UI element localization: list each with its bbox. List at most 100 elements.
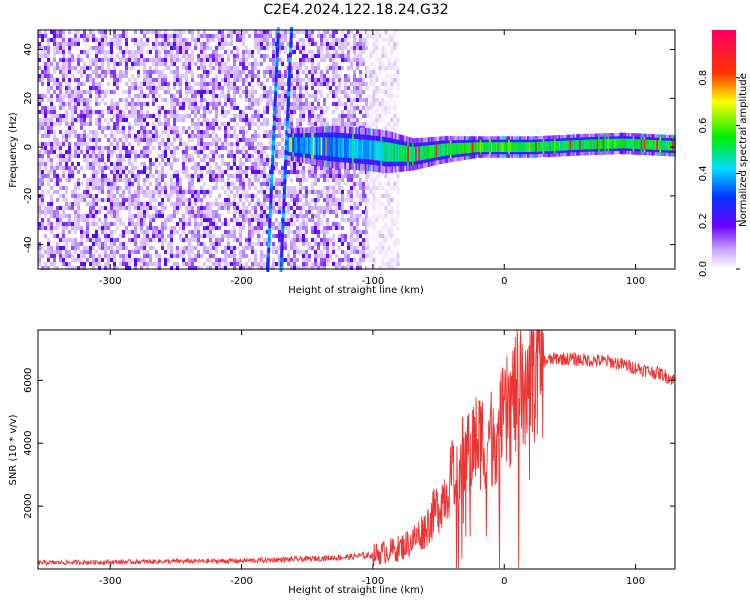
spectrogram-cell [77,138,80,142]
spectrogram-cell [152,262,155,266]
spectrogram-cell [260,54,263,58]
spectrogram-cell [62,74,65,78]
spectrogram-cell [372,106,375,110]
spectrogram-cell [308,70,311,74]
spectrogram-cell [68,94,71,98]
spectrogram-cell [260,150,263,154]
spectrogram-cell [77,114,80,118]
spectrogram-cell [369,190,372,194]
spectrogram-cell [308,94,311,98]
spectrogram-cell [335,262,338,266]
spectrogram-cell [140,130,143,134]
spectrogram-cell [317,102,320,106]
spectrogram-cell [338,222,341,226]
spectrogram-cell [381,126,384,130]
spectrogram-cell [254,174,257,178]
spectrogram-cell [290,178,293,182]
spectrogram-cell [350,174,353,178]
spectrogram-cell [203,114,206,118]
spectrogram-cell [47,38,50,42]
spectrogram-cell [353,86,356,90]
spectrogram-cell [83,130,86,134]
spectrogram-cell [381,262,384,266]
spectrogram-cell [239,74,242,78]
spectrogram-cell [209,158,212,162]
spectrogram-cell [161,106,164,110]
spectrogram-cell [68,122,71,126]
spectrogram-cell [68,150,71,154]
spectrogram-cell [89,262,92,266]
spectrogram-cell [323,226,326,230]
spectrogram-cell [188,258,191,262]
spectrogram-cell [356,86,359,90]
spectrogram-cell [248,178,251,182]
spectrogram-cell [209,34,212,38]
spectrogram-cell [200,130,203,134]
spectrogram-cell [191,118,194,122]
spectrogram-cell [47,258,50,262]
spectrogram-cell [185,54,188,58]
spectrogram-cell [284,226,287,230]
spectrogram-cell [209,178,212,182]
spectrogram-cell [305,54,308,58]
spectrogram-cell [387,90,390,94]
spectrogram-cell [140,90,143,94]
spectrogram-cell [47,210,50,214]
spectrogram-cell [332,74,335,78]
spectrogram-cell [338,174,341,178]
spectrogram-cell [239,158,242,162]
spectrogram-cell [101,46,104,50]
spectrogram-cell [269,58,272,62]
spectrogram-cell [125,166,128,170]
spectrogram-cell [299,182,302,186]
spectrogram-cell [242,202,245,206]
spectrogram-cell [188,174,191,178]
spectrogram-cell [200,242,203,246]
spectrogram-cell [293,198,296,202]
spectrogram-cell [224,122,227,126]
spectrogram-cell [335,54,338,58]
spectrogram-cell [59,90,62,94]
spectrogram-cell [146,210,149,214]
spectrogram-cell [92,218,95,222]
spectrogram-cell [71,166,74,170]
spectrogram-cell [65,110,68,114]
spectrogram-cell [296,74,299,78]
spectrogram-cell [158,162,161,166]
spectrogram-cell [212,94,215,98]
spectrogram-cell [95,158,98,162]
spectrogram-cell [239,94,242,98]
spectrogram-cell [375,58,378,62]
spectrogram-cell [356,222,359,226]
spectrogram-cell [68,170,71,174]
spectrogram-cell [200,86,203,90]
spectrogram-cell [375,90,378,94]
spectrogram-cell [98,38,101,42]
spectrogram-cell [164,222,167,226]
spectrogram-cell [227,182,230,186]
spectrogram-cell [59,246,62,250]
spectrogram-cell [116,126,119,130]
spectrogram-cell [65,178,68,182]
spectrogram-cell [384,222,387,226]
spectrogram-cell [378,98,381,102]
spectrogram-cell [68,142,71,146]
spectrogram-cell [317,90,320,94]
spectrogram-cell [254,122,257,126]
spectrogram-cell [245,214,248,218]
spectrogram-cell [233,226,236,230]
spectrogram-cell [335,102,338,106]
spectrogram-cell [224,258,227,262]
spectrogram-cell [65,214,68,218]
spectrogram-cell [215,222,218,226]
spectrogram-cell [95,94,98,98]
spectrogram-cell [344,34,347,38]
spectrogram-cell [152,226,155,230]
spectrogram-cell [161,202,164,206]
spectrogram-cell [77,62,80,66]
spectrogram-cell [95,70,98,74]
spectrogram-cell [311,38,314,42]
spectrogram-cell [77,82,80,86]
spectrogram-cell [260,258,263,262]
spectrogram-cell [239,114,242,118]
